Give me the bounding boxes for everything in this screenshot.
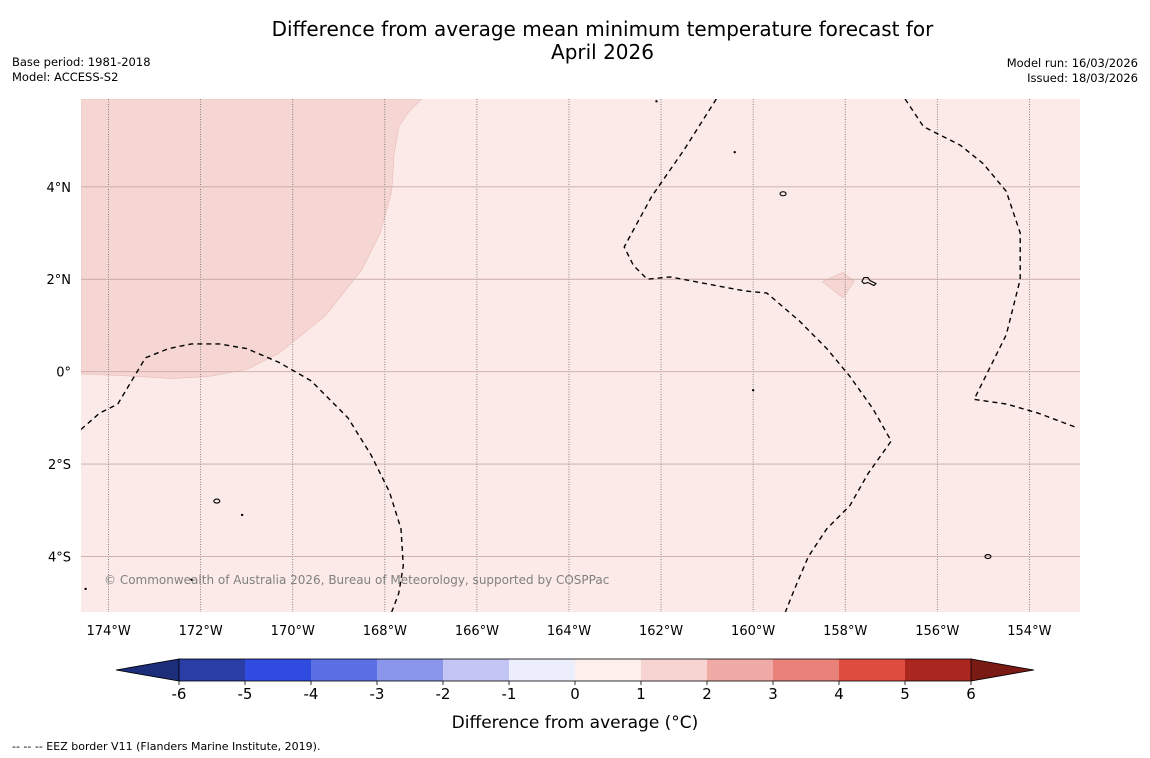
- eez-borders: [81, 99, 1076, 612]
- islands: [84, 100, 992, 591]
- colorbar-tick-label: 3: [768, 685, 778, 703]
- island-dot: [751, 388, 755, 392]
- copyright-notice: © Commonwealth of Australia 2026, Bureau…: [104, 573, 609, 587]
- island-dot: [240, 513, 244, 517]
- lon-tick-label: 160°W: [731, 624, 775, 639]
- island-dot: [733, 150, 736, 154]
- axis-labels: 174°W 172°W 170°W 168°W 166°W 164°W 162°W 160°W…: [47, 181, 1052, 639]
- lon-tick-label: 158°W: [823, 624, 867, 639]
- colorbar-segment: [773, 659, 840, 681]
- eez-border-line: [904, 99, 1076, 428]
- island-outline: [779, 191, 787, 197]
- colorbar-tick-label: 1: [636, 685, 646, 703]
- colorbar-segment: [179, 659, 246, 681]
- eez-border-line: [623, 99, 893, 612]
- title-line-2: April 2026: [551, 40, 654, 64]
- colorbar-under-arrow: [115, 658, 180, 682]
- lat-tick-label: 4°N: [47, 181, 72, 196]
- lon-tick-label: 170°W: [271, 624, 315, 639]
- anomaly-regions: [81, 99, 855, 379]
- colorbar-segment: [707, 659, 774, 681]
- colorbar-segment: [443, 659, 510, 681]
- colorbar-segment: [377, 659, 444, 681]
- region-warm-anomaly-patch-1-to-2: [821, 271, 855, 299]
- colorbar-tick-label: 0: [570, 685, 580, 703]
- chart-title: Difference from average mean minimum tem…: [180, 18, 1025, 64]
- lon-tick-label: 168°W: [363, 624, 407, 639]
- island-dot: [190, 578, 193, 581]
- colorbar-tick-label: -6: [172, 685, 187, 703]
- region-warm-anomaly-1-to-2: [81, 99, 423, 379]
- island-dot: [84, 587, 87, 591]
- colorbar-tick-label: -4: [304, 685, 319, 703]
- colorbar-segment: [641, 659, 708, 681]
- colorbar-segment: [839, 659, 906, 681]
- lon-tick-label: 164°W: [547, 624, 591, 639]
- eez-source-note: -- -- -- EEZ border V11 (Flanders Marine…: [12, 740, 321, 753]
- colorbar-segment: [509, 659, 576, 681]
- colorbar-tick-label: -2: [436, 685, 451, 703]
- lon-tick-label: 166°W: [455, 624, 499, 639]
- colorbar-segment: [905, 659, 972, 681]
- island-outline: [984, 553, 992, 560]
- colorbar-segment: [575, 659, 642, 681]
- colorbar-tick-label: 4: [834, 685, 844, 703]
- atoll-outline: [861, 277, 877, 287]
- lon-tick-label: 154°W: [1007, 624, 1051, 639]
- colorbar-tick-label: 2: [702, 685, 712, 703]
- lat-tick-label: 2°N: [47, 273, 72, 288]
- colorbar: -6 -5 -4 -3 -2 -1 0 1 2 3 4 5 6: [115, 658, 1035, 703]
- colorbar-tick-label: -3: [370, 685, 385, 703]
- colorbar-tick-label: 5: [900, 685, 910, 703]
- title-line-1: Difference from average mean minimum tem…: [271, 17, 934, 41]
- map-gridlines: [81, 99, 1080, 612]
- colorbar-segment: [311, 659, 378, 681]
- lon-tick-label: 162°W: [639, 624, 683, 639]
- colorbar-over-arrow: [970, 658, 1035, 682]
- issued-label: Issued: 18/03/2026: [1027, 71, 1138, 85]
- lon-tick-label: 156°W: [915, 624, 959, 639]
- lon-tick-label: 172°W: [179, 624, 223, 639]
- lon-tick-label: 174°W: [87, 624, 131, 639]
- lat-tick-label: 2°S: [48, 458, 71, 473]
- colorbar-tick-label: -1: [502, 685, 517, 703]
- lat-tick-label: 4°S: [48, 551, 71, 566]
- base-period-label: Base period: 1981-2018: [12, 55, 151, 69]
- eez-border-line: [81, 343, 405, 612]
- model-run-label: Model run: 16/03/2026: [1006, 56, 1138, 70]
- model-label: Model: ACCESS-S2: [12, 70, 119, 84]
- lat-tick-label: 0°: [56, 366, 71, 381]
- colorbar-tick-label: 6: [966, 685, 976, 703]
- colorbar-segment: [245, 659, 312, 681]
- colorbar-title: Difference from average (°C): [452, 713, 699, 733]
- metadata-left: Base period: 1981-2018 Model: ACCESS-S2: [12, 55, 151, 85]
- island-outline: [213, 498, 221, 504]
- metadata-right: Model run: 16/03/2026 Issued: 18/03/2026: [1007, 56, 1138, 86]
- island-dot: [655, 100, 658, 103]
- colorbar-tick-label: -5: [238, 685, 253, 703]
